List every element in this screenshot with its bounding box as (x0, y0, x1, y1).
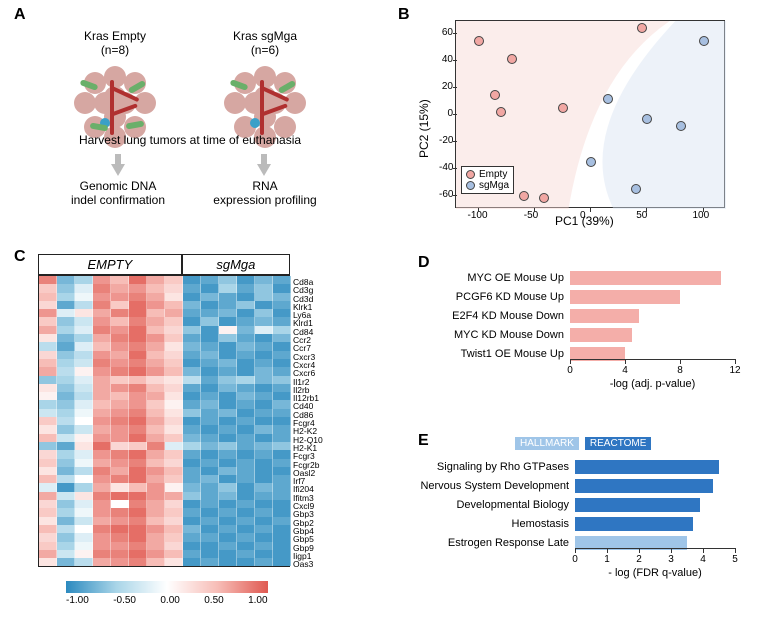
a-harvest-text: Harvest lung tumors at time of euthanasi… (10, 133, 370, 147)
text: RNA (205, 180, 325, 194)
arrow-icon (111, 164, 125, 176)
b-ylabel: PC2 (15%) (417, 99, 431, 158)
a-branch-left: Genomic DNA indel confirmation (58, 180, 178, 208)
legend-hallmark: HALLMARK (515, 437, 579, 450)
e-legend: HALLMARK REACTOME (515, 437, 651, 450)
text: Genomic DNA (58, 180, 178, 194)
a-branch-right: RNA expression profiling (205, 180, 325, 208)
bar-plot: MYC OE Mouse UpPCGF6 KD Mouse UpE2F4 KD … (415, 268, 735, 385)
b-legend: Empty sgMga (461, 166, 514, 194)
panel-d-bar: MYC OE Mouse UpPCGF6 KD Mouse UpE2F4 KD … (415, 258, 749, 418)
arrow-icon (257, 164, 271, 176)
legend-swatch (466, 170, 475, 179)
heatmap: EMPTYsgMgaCd8aCd3gCd3dKlrk1Ly6aKlrd1Cd84… (38, 254, 290, 567)
panel-c-heatmap: EMPTYsgMgaCd8aCd3gCd3dKlrk1Ly6aKlrd1Cd84… (10, 250, 380, 638)
arrow-icon (115, 154, 121, 164)
panel-e-bar: HALLMARK REACTOME Signaling by Rho GTPas… (415, 435, 749, 625)
bar-plot: Signaling by Rho GTPasesNervous System D… (415, 457, 735, 574)
a-right-n: (n=6) (220, 44, 310, 58)
panel-b-scatter: PC2 (15%) PC1 (39%) Empty sgMga -60-40-2… (395, 8, 749, 226)
legend-reactome: REACTOME (585, 437, 652, 450)
text: expression profiling (205, 194, 325, 208)
text: indel confirmation (58, 194, 178, 208)
a-right-title: Kras sgMga (220, 30, 310, 44)
panel-a: Kras Empty (n=8) Kras sgMga (n=6) Harves… (10, 8, 370, 226)
legend-label: sgMga (479, 180, 509, 191)
a-left-title: Kras Empty (70, 30, 160, 44)
a-left-n: (n=8) (70, 44, 160, 58)
arrow-icon (261, 154, 267, 164)
legend-swatch (466, 181, 475, 190)
legend-label: Empty (479, 169, 507, 180)
